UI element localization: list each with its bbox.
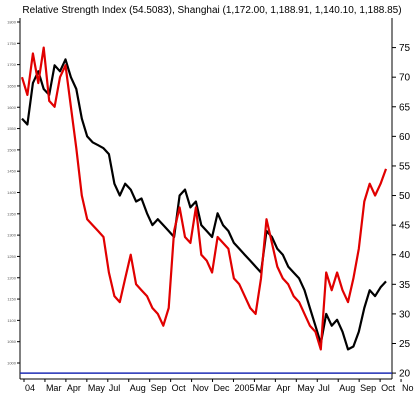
left-tick-label: 1350 [7,211,17,216]
plot-area [19,18,393,380]
right-tick-label: 55 [399,161,411,172]
x-tick-label: Nov [193,383,210,393]
right-tick-label: 65 [399,102,411,113]
x-tick-label: 04 [25,383,35,393]
right-tick-label: 35 [399,280,411,291]
x-tick-label: Sep [151,383,167,393]
right-tick-label: 30 [399,309,411,320]
right-tick-label: 50 [399,191,411,202]
x-tick-label: No [402,383,414,393]
series-layer [20,46,388,351]
left-tick-label: 1500 [7,147,17,152]
left-tick-label: 1050 [7,339,17,344]
left-tick-label: 1300 [7,233,17,238]
x-tick-label: Mar [255,383,271,393]
left-tick-label: 1750 [7,41,17,46]
x-tick-label: 2005 [234,383,254,393]
left-tick-label: 1550 [7,126,17,131]
chart-title: Relative Strength Index (54.5083), Shang… [22,5,401,16]
left-tick-label: 1650 [7,83,17,88]
x-tick-label: May [88,383,106,393]
x-tick-label: Apr [67,383,81,393]
x-tick-label: Mar [46,383,62,393]
right-tick-label: 20 [399,369,411,380]
x-tick-label: Oct [172,383,187,393]
left-tick-label: 1450 [7,169,17,174]
x-tick-label: Dec [214,383,231,393]
red-series-line [20,46,388,351]
left-price-axis: 1800 1750 1700 1650 1600 1550 1500 1450 1400 1350… [7,20,20,366]
left-tick-label: 1600 [7,105,17,110]
x-tick-label: Oct [381,383,396,393]
x-tick-label: Sep [360,383,376,393]
left-tick-label: 1400 [7,190,17,195]
right-tick-label: 45 [399,221,411,232]
left-tick-label: 1100 [7,318,16,323]
x-tick-label: Aug [339,383,355,393]
right-tick-label: 25 [399,339,411,350]
right-tick-label: 60 [399,132,411,143]
x-tick-label: Aug [130,383,146,393]
x-tick-label: Apr [276,383,290,393]
right-tick-label: 40 [399,250,411,261]
left-tick-label: 1700 [7,62,17,67]
black-series-line [21,58,387,351]
left-tick-label: 1250 [7,254,17,259]
x-tick-label: May [297,383,315,393]
x-date-axis: 04 Mar Apr May Jul Aug Sep Oct Nov Dec 2005 Mar Apr M… [23,379,414,393]
left-tick-label: 1200 [7,275,17,280]
left-tick-label: 1800 [7,20,17,25]
left-tick-label: 1000 [7,361,17,366]
x-tick-label: Jul [109,383,121,393]
right-rsi-axis: 75 70 65 60 55 50 45 40 35 30 25 20 [392,43,411,380]
left-tick-label: 1150 [7,297,16,302]
right-tick-label: 70 [399,73,411,84]
right-tick-label: 75 [399,43,411,54]
x-tick-label: Jul [318,383,330,393]
